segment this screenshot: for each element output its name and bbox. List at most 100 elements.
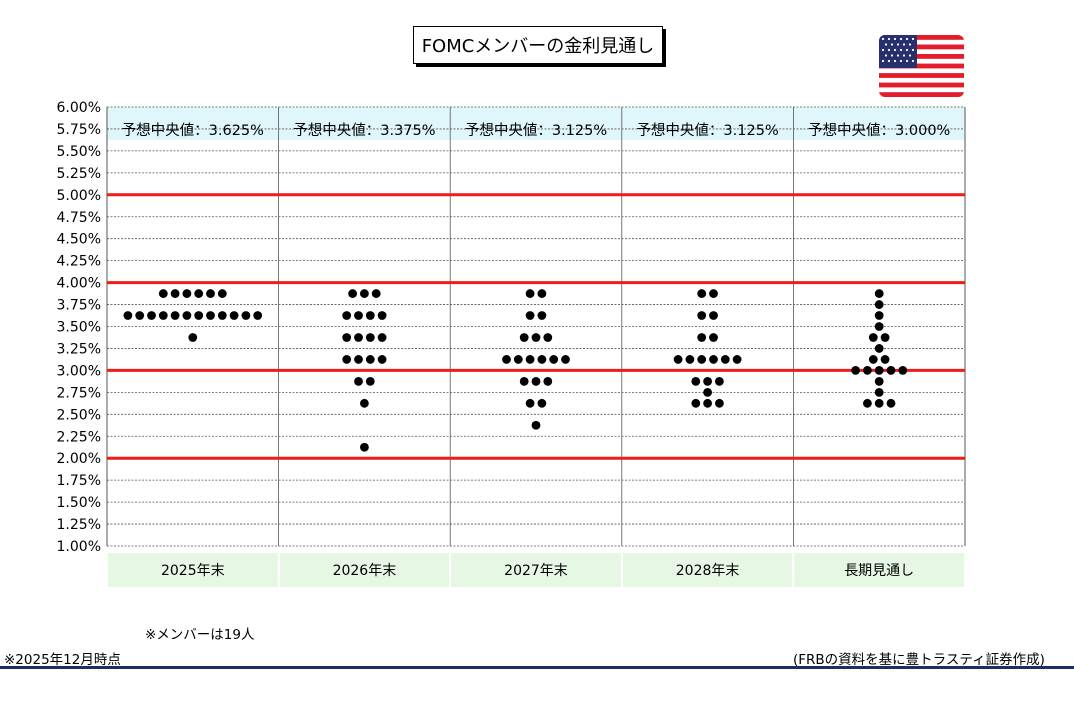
dot-point (188, 333, 198, 342)
dot-point (217, 311, 227, 320)
dot-point (537, 311, 547, 320)
y-tick-label: 2.25% (57, 429, 101, 445)
y-tick-label: 5.00% (57, 188, 101, 204)
dot-point (513, 355, 523, 364)
dot-point (377, 311, 387, 320)
dot-point (874, 387, 884, 397)
dot-point (519, 376, 529, 386)
dot-point (531, 420, 541, 430)
dot-point (354, 311, 363, 320)
dot-point (365, 333, 375, 342)
y-tick-label: 3.75% (57, 298, 101, 314)
dot-point (732, 355, 742, 364)
dot-point (531, 333, 541, 342)
dot-point (709, 355, 718, 364)
as-of-note: ※2025年12月時点 (4, 652, 121, 668)
category-label: 長期見通し (794, 553, 964, 587)
median-label: 予想中央値：3.125% (636, 122, 778, 139)
dot-point (561, 355, 570, 364)
category-label: 2028年末 (622, 553, 793, 587)
dot-point (377, 333, 387, 342)
dot-point (194, 311, 204, 320)
y-tick-label: 1.75% (57, 473, 101, 489)
dot-point (874, 398, 884, 408)
y-tick-label: 4.25% (57, 254, 101, 270)
dot-point (537, 398, 547, 408)
dot-point (170, 289, 180, 298)
dot-point (158, 289, 168, 298)
dot-point (342, 311, 352, 320)
dot-point (703, 387, 712, 397)
dot-point (697, 355, 707, 364)
dot-point (874, 366, 884, 375)
dot-point (502, 355, 511, 364)
y-tick-label: 5.75% (57, 122, 101, 138)
dot-point (874, 289, 884, 298)
dot-point (537, 355, 547, 364)
dot-point (543, 333, 553, 342)
y-tick-label: 4.50% (57, 232, 101, 248)
y-tick-label: 3.50% (57, 320, 101, 336)
category-label: 2027年末 (451, 553, 621, 587)
source-note: (FRBの資料を基に豊トラスティ証券作成) (793, 652, 1045, 668)
dot-point (365, 311, 375, 320)
dot-point (543, 376, 553, 386)
dot-plot-chart: 1.00% 1.25% 1.50% 1.75% 2.00% 2.25% 2.50% 2.75%… (57, 100, 966, 555)
dot-point (868, 355, 878, 364)
dot-point (703, 398, 712, 408)
dot-point (194, 289, 204, 298)
y-tick-label: 3.00% (57, 363, 101, 379)
dot-point (886, 398, 896, 408)
dot-point (874, 344, 884, 353)
dot-point (229, 311, 239, 320)
dot-point (691, 398, 701, 408)
dot-point (354, 376, 363, 386)
y-tick-label: 5.25% (57, 166, 101, 182)
dot-point (697, 311, 707, 320)
dot-point (135, 311, 145, 320)
dot-point (886, 366, 896, 375)
dot-point (697, 289, 707, 298)
dot-point (241, 311, 251, 320)
median-label: 予想中央値：3.000% (808, 122, 950, 139)
y-tick-label: 1.00% (57, 539, 101, 555)
dot-point (182, 289, 192, 298)
y-tick-label: 2.75% (57, 385, 101, 401)
footer-rule (0, 666, 1074, 669)
dot-point (715, 376, 724, 386)
dot-point (342, 333, 352, 342)
dot-point (537, 289, 547, 298)
dot-point (691, 376, 701, 386)
dot-point (377, 355, 387, 364)
y-tick-label: 2.00% (57, 451, 101, 467)
dot-point (720, 355, 730, 364)
category-label: 2026年末 (279, 553, 450, 587)
dot-point (371, 289, 381, 298)
dot-point (360, 289, 369, 298)
y-tick-label: 1.50% (57, 495, 101, 511)
dot-point (709, 333, 718, 342)
dot-point (863, 398, 872, 408)
dot-point (874, 311, 884, 320)
dot-point (697, 333, 707, 342)
median-label: 予想中央値：3.375% (293, 122, 435, 139)
y-tick-label: 2.50% (57, 407, 101, 423)
dot-point (354, 333, 363, 342)
dot-point (206, 311, 215, 320)
dot-point (880, 333, 890, 342)
dot-point (898, 366, 908, 375)
category-label: 2025年末 (108, 553, 278, 587)
y-tick-label: 6.00% (57, 100, 101, 116)
dot-point (525, 311, 535, 320)
dot-point (863, 366, 872, 375)
us-flag-icon (879, 35, 964, 97)
dot-point (170, 311, 180, 320)
dot-point (342, 355, 352, 364)
dot-point (709, 289, 718, 298)
y-tick-label: 3.25% (57, 341, 101, 357)
dot-point (365, 376, 375, 386)
dot-point (360, 442, 369, 452)
dot-point (874, 300, 884, 309)
median-band (107, 107, 965, 140)
dot-point (253, 311, 263, 320)
